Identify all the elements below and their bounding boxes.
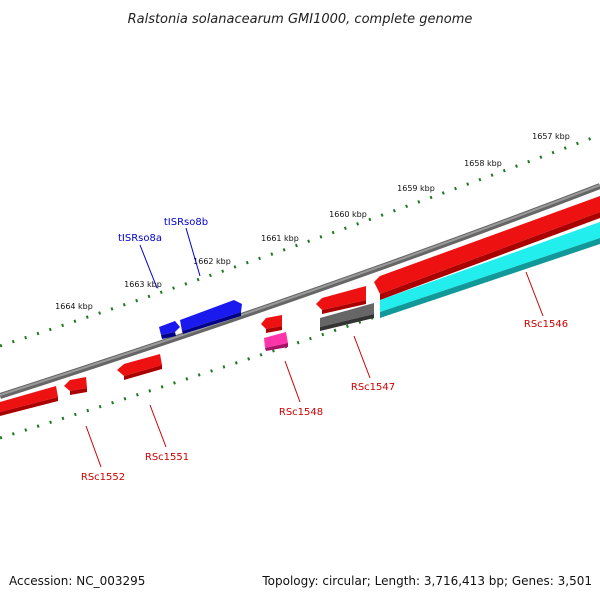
gene-label-tisrso8b: tISRso8b (164, 217, 208, 228)
feature-rsc1551[interactable] (117, 354, 162, 380)
topology-text: Topology: circular; Length: 3,716,413 bp… (262, 574, 592, 588)
feature-cyan[interactable] (380, 222, 600, 318)
feature-grey[interactable] (320, 303, 374, 331)
tick-label: 1661 kbp (261, 234, 299, 243)
tick-label: 1663 kbp (124, 280, 162, 289)
feature-rsc1547[interactable] (316, 286, 366, 314)
gene-label-rsc1552: RSc1552 (81, 472, 125, 483)
tick-label: 1660 kbp (329, 210, 367, 219)
tick-label: 1658 kbp (464, 159, 502, 168)
gene-labels: RSc1546 RSc1547 RSc1548 RSc1551 RSc1552 … (81, 217, 568, 483)
feature-tisrso8a[interactable] (159, 321, 180, 339)
callout-lines (85, 227, 544, 468)
feature-rsc1552[interactable] (0, 386, 58, 416)
backbone-highlight (0, 184, 600, 396)
feature-rsc1552-small[interactable] (64, 377, 87, 395)
gene-label-rsc1548: RSc1548 (279, 407, 323, 418)
tick-labels: 1657 kbp 1658 kbp 1659 kbp 1660 kbp 1661… (55, 132, 570, 311)
feature-tisrso8b[interactable] (180, 300, 242, 334)
map-title: Ralstonia solanacearum GMI1000, complete… (128, 12, 473, 27)
tick-label: 1664 kbp (55, 302, 93, 311)
tick-label: 1662 kbp (193, 257, 231, 266)
accession-text: Accession: NC_003295 (9, 574, 146, 588)
tick-label: 1657 kbp (532, 132, 570, 141)
feature-pink[interactable] (264, 332, 288, 351)
feature-rsc1546[interactable] (374, 196, 600, 300)
gene-label-rsc1551: RSc1551 (145, 452, 189, 463)
gene-label-rsc1546: RSc1546 (524, 319, 568, 330)
feature-rsc1548-red[interactable] (261, 315, 282, 333)
gene-label-tisrso8a: tISRso8a (118, 233, 162, 244)
tick-label: 1659 kbp (397, 184, 435, 193)
gene-label-rsc1547: RSc1547 (351, 382, 395, 393)
genome-backbone (0, 183, 600, 399)
